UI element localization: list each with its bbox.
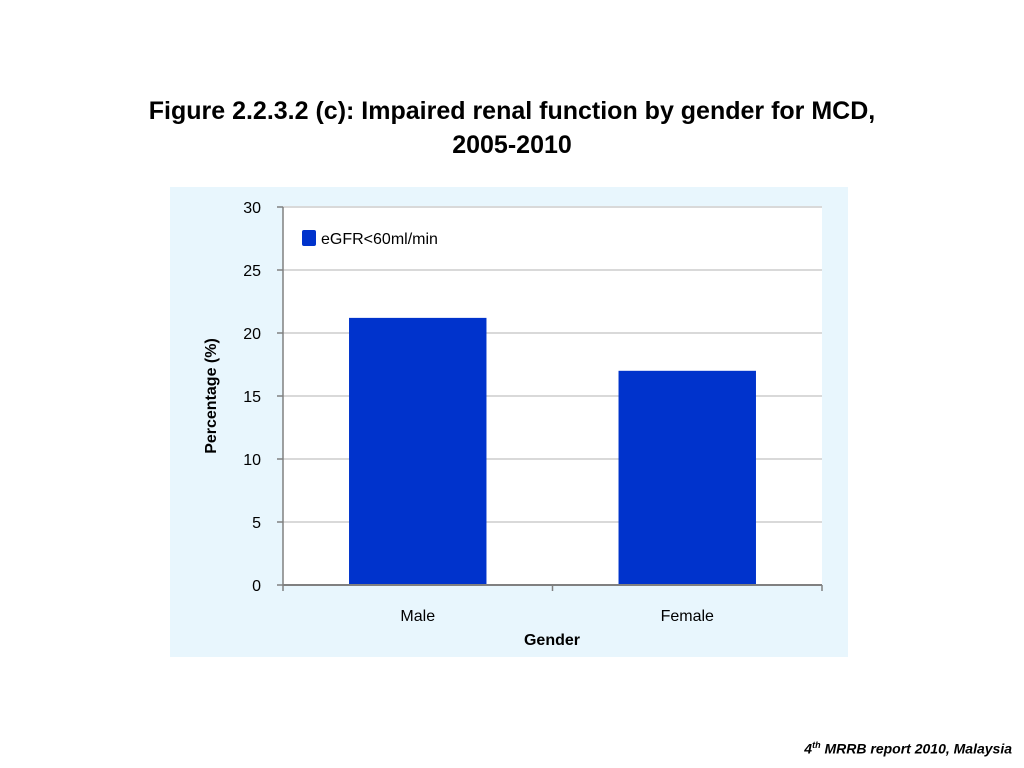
- bar-female: [618, 370, 756, 585]
- legend-label: eGFR<60ml/min: [321, 231, 438, 248]
- footer-superscript: th: [812, 740, 821, 750]
- y-tick-label-5: 5: [252, 515, 261, 532]
- y-tick-label-10: 10: [243, 452, 261, 469]
- x-tick-label-male: Male: [400, 608, 435, 625]
- tick-labels: 0 5 10 15 20 25 30 Male Female: [243, 200, 714, 625]
- y-tick-label-25: 25: [243, 263, 261, 280]
- title-line-2: 2005-2010: [452, 131, 572, 159]
- bar-male: [349, 317, 487, 585]
- y-tick-label-0: 0: [252, 578, 261, 595]
- axes: [277, 206, 823, 591]
- x-axis-title: Gender: [524, 632, 580, 649]
- legend: eGFR<60ml/min: [302, 230, 438, 248]
- y-tick-label-20: 20: [243, 326, 261, 343]
- footer-note: 4th MRRB report 2010, Malaysia: [804, 740, 1012, 757]
- legend-swatch: [302, 230, 316, 246]
- chart-panel: 0 5 10 15 20 25 30 Male Female eGFR<60ml/min Per…: [170, 187, 848, 657]
- y-axis-title: Percentage (%): [203, 338, 220, 454]
- footer-number: 4: [804, 740, 813, 757]
- y-tick-label-30: 30: [243, 200, 261, 217]
- bar-chart: 0 5 10 15 20 25 30 Male Female eGFR<60ml/min Per…: [203, 200, 823, 649]
- x-tick-label-female: Female: [661, 608, 714, 625]
- footer-rest: MRRB report 2010, Malaysia: [820, 740, 1012, 757]
- title-line-1: Figure 2.2.3.2 (c): Impaired renal funct…: [148, 97, 876, 125]
- bars: [349, 317, 756, 585]
- slide-title: Figure 2.2.3.2 (c): Impaired renal funct…: [62, 94, 962, 162]
- y-tick-label-15: 15: [243, 389, 261, 406]
